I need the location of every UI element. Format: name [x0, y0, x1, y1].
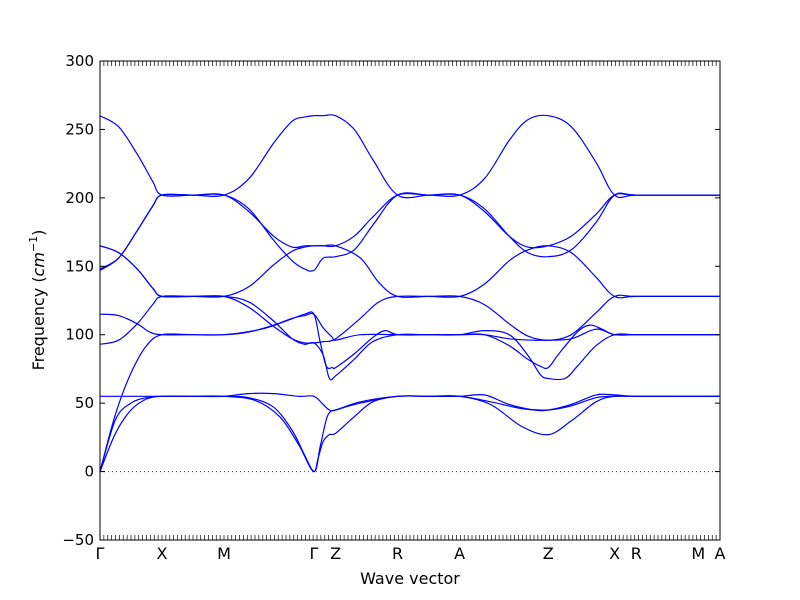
- y-tick-label: 150: [65, 257, 94, 275]
- band-11: [99, 114, 720, 199]
- y-axis-label: Frequency (cm−1): [27, 230, 48, 371]
- y-tick-label: 300: [65, 52, 94, 70]
- y-tick-label: 100: [65, 326, 94, 344]
- kpoint-label: Γ: [309, 544, 318, 563]
- y-tick-label: 50: [75, 394, 94, 412]
- band-7: [99, 245, 720, 344]
- band-3: [100, 392, 720, 412]
- band-1: [99, 395, 720, 473]
- kpoint-label: X: [609, 544, 620, 563]
- band-10: [99, 192, 720, 270]
- plot-area: [99, 114, 720, 473]
- band-2: [99, 395, 720, 473]
- band-8: [99, 244, 720, 299]
- kpoint-label: Z: [543, 544, 554, 563]
- band-5: [99, 295, 720, 381]
- band-9: [99, 192, 720, 272]
- y-axis-label-close: ): [29, 230, 48, 236]
- y-tick-label: 250: [65, 120, 94, 138]
- kpoint-label: X: [157, 544, 168, 563]
- y-axis-label-exp: −1: [27, 236, 40, 252]
- kpoint-label: A: [715, 544, 726, 563]
- y-tick-label: 200: [65, 189, 94, 207]
- kpoint-label: A: [454, 544, 465, 563]
- kpoint-label: Γ: [96, 544, 105, 563]
- kpoint-label: Z: [330, 544, 341, 563]
- kpoint-label: M: [217, 544, 231, 563]
- y-axis-label-main: Frequency (: [29, 276, 48, 370]
- band-6: [99, 312, 720, 341]
- y-tick-label: 0: [84, 463, 94, 481]
- kpoint-label: R: [392, 544, 403, 563]
- band-4: [99, 311, 720, 472]
- kpoint-label: R: [631, 544, 642, 563]
- kpoint-label: M: [691, 544, 705, 563]
- plot-frame: [99, 60, 721, 541]
- x-axis-label: Wave vector: [360, 569, 460, 588]
- y-axis-label-unit: cm: [29, 252, 48, 276]
- y-tick-label: −50: [62, 531, 94, 549]
